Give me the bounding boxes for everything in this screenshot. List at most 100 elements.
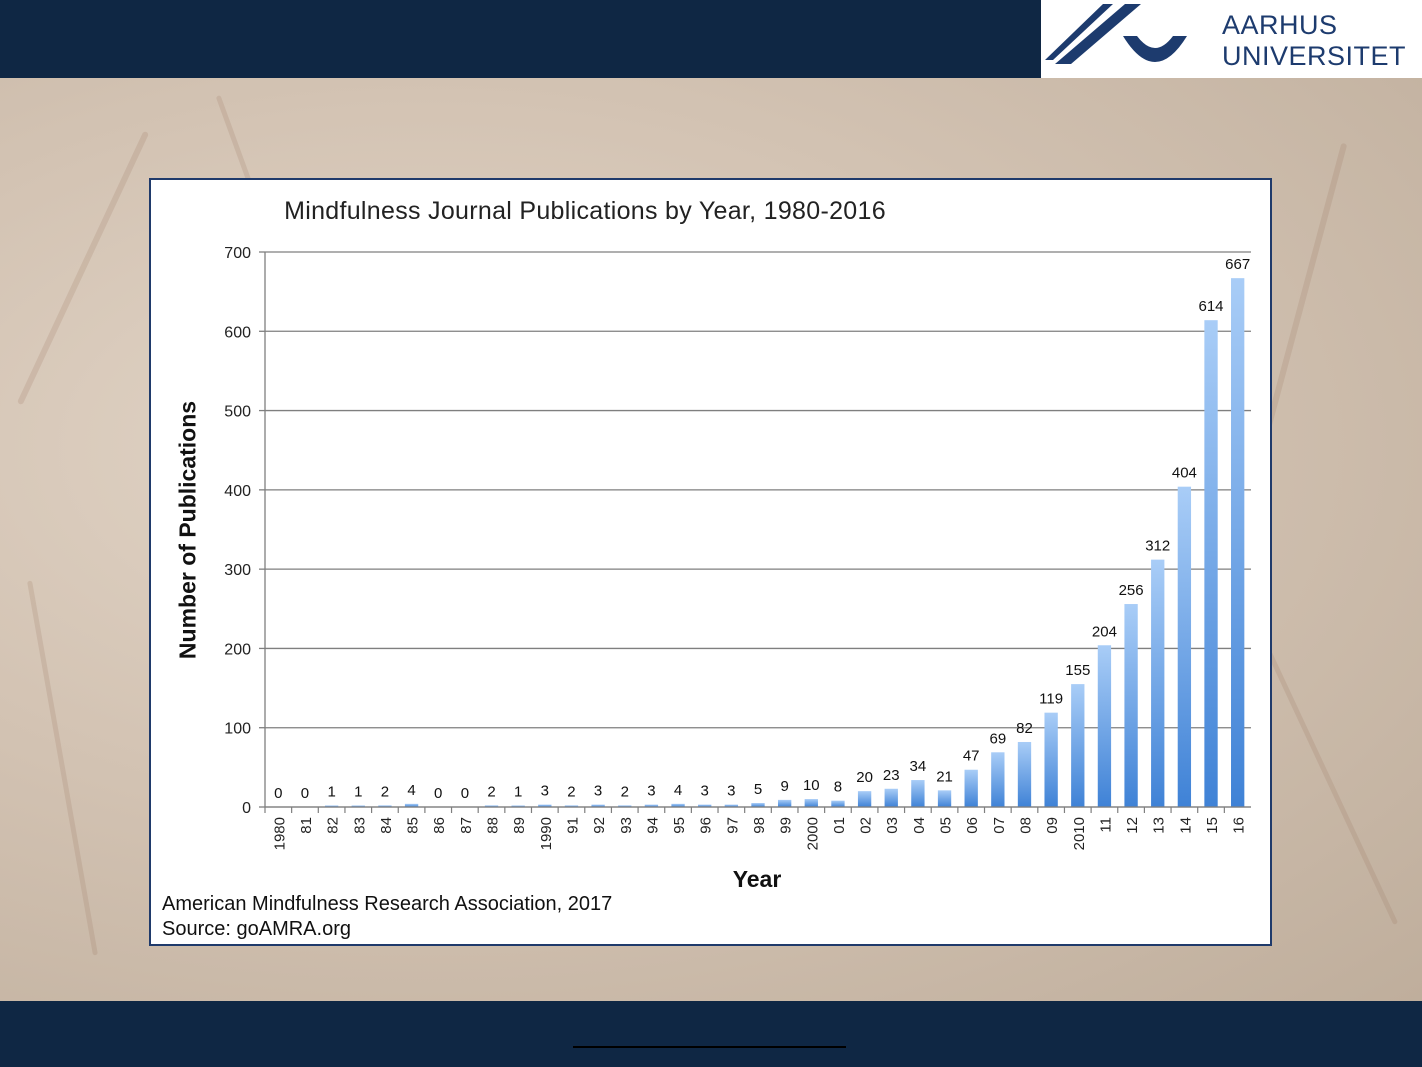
x-tick-label: 12 (1124, 817, 1141, 834)
data-label: 1 (354, 784, 362, 801)
x-tick-label: 92 (591, 817, 608, 834)
bar (724, 804, 739, 807)
bar (511, 805, 525, 807)
x-tick-label: 85 (405, 817, 422, 834)
data-label: 3 (647, 783, 655, 800)
data-label: 256 (1119, 582, 1144, 599)
x-tick-label: 89 (511, 817, 528, 834)
bar (884, 788, 898, 807)
y-tick-label: 300 (224, 562, 251, 579)
x-tick-label: 04 (911, 817, 928, 834)
data-label: 404 (1172, 465, 1197, 482)
data-label: 47 (963, 748, 980, 765)
university-logo (1041, 0, 1422, 78)
footer-underline (573, 1046, 846, 1048)
x-tick-label: 91 (564, 817, 581, 834)
x-tick-label: 99 (778, 817, 795, 834)
data-label: 0 (434, 785, 442, 802)
data-label: 119 (1039, 691, 1063, 708)
credit-line: American Mindfulness Research Associatio… (162, 893, 613, 915)
bar (777, 799, 792, 807)
bar (1097, 645, 1112, 807)
chart-panel (149, 178, 1272, 946)
x-tick-label: 01 (831, 817, 848, 834)
data-label: 2 (381, 783, 389, 800)
data-label: 3 (541, 783, 549, 800)
bar (538, 804, 552, 807)
bar (351, 805, 365, 807)
data-label: 82 (1016, 720, 1033, 737)
data-label: 20 (856, 769, 873, 786)
data-label: 5 (754, 781, 762, 798)
bar (671, 803, 685, 807)
bottom-bar (0, 1001, 1422, 1067)
x-tick-label: 15 (1204, 817, 1221, 834)
bar (831, 800, 845, 807)
x-tick-label: 07 (991, 817, 1008, 834)
y-tick-label: 400 (224, 483, 251, 500)
y-tick-label: 700 (224, 245, 251, 262)
chart-title: Mindfulness Journal Publications by Year… (284, 197, 886, 225)
x-axis-label: Year (732, 866, 782, 892)
au-logo-icon (1045, 4, 1187, 64)
bar (911, 780, 925, 807)
data-label: 1 (514, 784, 522, 801)
data-label: 4 (674, 782, 682, 799)
x-tick-label: 84 (378, 817, 395, 834)
data-label: 0 (274, 785, 282, 802)
data-label: 2 (487, 783, 495, 800)
x-tick-label: 93 (618, 817, 635, 834)
data-label: 2 (621, 783, 629, 800)
bar (751, 803, 765, 807)
x-tick-label: 98 (751, 817, 768, 834)
x-tick-label: 03 (884, 817, 901, 834)
bar (1204, 320, 1218, 807)
data-label: 34 (910, 758, 927, 775)
bar (1017, 741, 1032, 807)
y-tick-label: 500 (224, 404, 251, 421)
x-tick-label: 06 (964, 817, 981, 834)
logo-line-1: AARHUS (1222, 10, 1338, 40)
x-tick-label: 97 (724, 817, 741, 834)
x-tick-label: 96 (698, 817, 715, 834)
bar (404, 803, 419, 807)
y-tick-label: 200 (224, 641, 251, 658)
x-tick-label: 13 (1151, 817, 1168, 834)
x-tick-label: 95 (671, 817, 688, 834)
bar (804, 799, 818, 807)
data-label: 312 (1145, 538, 1170, 555)
data-label: 8 (834, 779, 842, 796)
x-tick-label: 86 (431, 817, 448, 834)
data-labels: 0 0 1 1 2 4 0 0 2 1 3 2 3 2 3 4 3 3 5 9 10 820 233421476982119… (274, 256, 1250, 802)
data-label: 23 (883, 767, 900, 784)
bar (1044, 712, 1058, 807)
data-label: 3 (594, 783, 602, 800)
data-label: 2 (567, 783, 575, 800)
data-label: 667 (1225, 256, 1250, 273)
data-label: 69 (989, 730, 1006, 747)
data-label: 204 (1092, 623, 1117, 640)
logo-text: AARHUS UNIVERSITET (1222, 10, 1406, 72)
bar (1177, 486, 1192, 807)
x-tick-label: 08 (1017, 817, 1034, 834)
bar (564, 805, 579, 807)
data-label: 1 (327, 784, 335, 801)
x-tick-label: 88 (485, 817, 502, 834)
x-tick-label: 16 (1231, 817, 1248, 834)
data-label: 614 (1199, 298, 1224, 315)
data-label: 3 (727, 783, 735, 800)
x-tick-label: 02 (858, 817, 875, 834)
x-tick-label: 2000 (804, 817, 821, 850)
data-label: 4 (407, 782, 415, 799)
data-label: 9 (780, 778, 788, 795)
logo-line-2: UNIVERSITET (1222, 41, 1407, 71)
bar (1124, 604, 1138, 807)
bar (1151, 559, 1165, 807)
bar (591, 804, 605, 807)
x-tick-label: 1990 (538, 817, 555, 850)
source-line: Source: goAMRA.org (162, 918, 351, 940)
bar (857, 791, 872, 807)
bar (937, 790, 952, 807)
